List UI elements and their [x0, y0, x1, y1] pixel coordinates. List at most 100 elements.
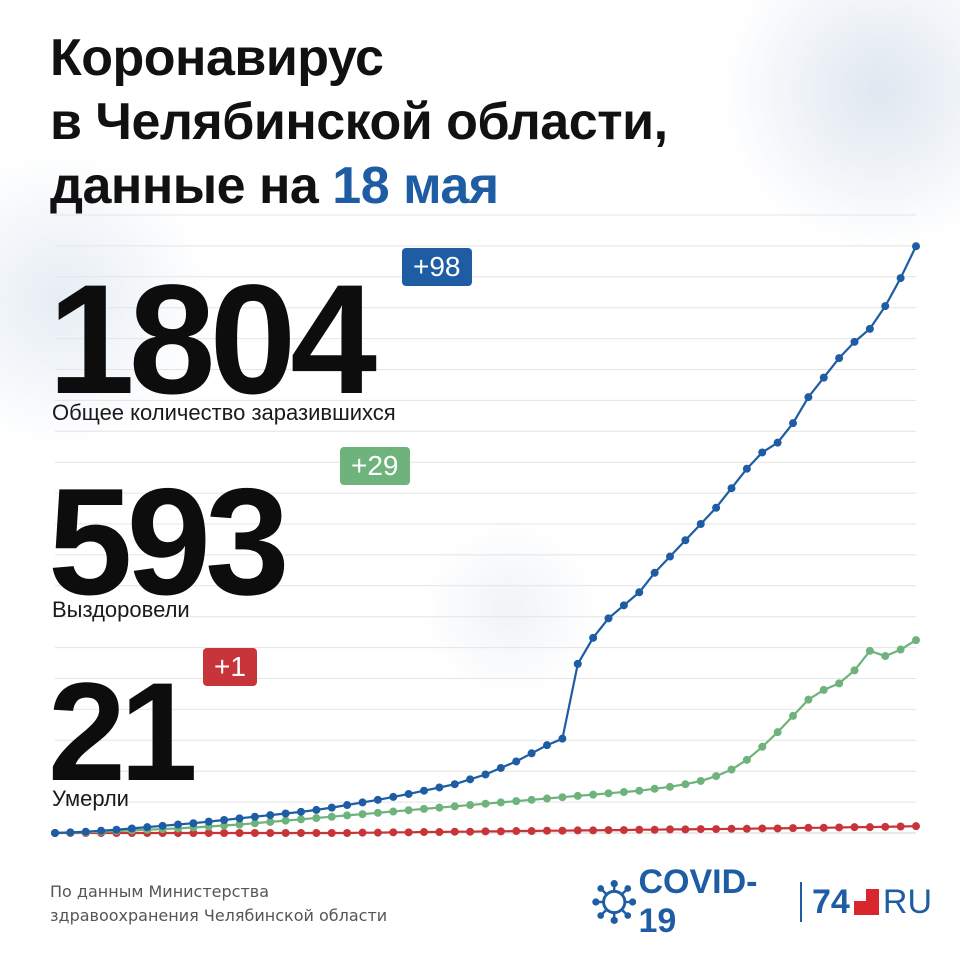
- data-point-recovered: [496, 798, 505, 807]
- logo-square-icon: [853, 889, 879, 915]
- logo-divider: [800, 882, 802, 922]
- data-point-total: [773, 438, 782, 447]
- data-point-total: [819, 373, 828, 382]
- data-point-recovered: [865, 646, 874, 655]
- source-line-2: здравоохранения Челябинской области: [50, 906, 388, 925]
- data-point-total: [865, 324, 874, 333]
- data-point-deaths: [804, 823, 813, 832]
- data-point-total: [343, 801, 352, 810]
- data-point-deaths: [773, 824, 782, 833]
- data-point-total: [896, 274, 905, 283]
- data-point-deaths: [235, 829, 244, 837]
- title-date-prefix: данные на: [50, 157, 333, 215]
- data-point-deaths: [450, 827, 459, 836]
- data-point-recovered: [650, 784, 659, 793]
- data-point-deaths: [558, 826, 567, 835]
- data-point-total: [527, 749, 536, 758]
- data-point-deaths: [496, 827, 505, 836]
- data-point-recovered: [896, 645, 905, 654]
- deaths-value: 21: [48, 653, 198, 810]
- data-point-deaths: [481, 827, 490, 836]
- data-point-recovered: [343, 811, 352, 820]
- data-point-total: [143, 823, 152, 832]
- brand-logo: COVID-19 74 RU: [592, 863, 932, 940]
- data-point-recovered: [666, 782, 674, 791]
- data-point-deaths: [881, 822, 890, 831]
- data-point-recovered: [220, 821, 229, 830]
- data-point-total: [789, 419, 797, 428]
- data-point-total: [358, 798, 367, 807]
- data-point-deaths: [543, 826, 551, 835]
- data-point-recovered: [435, 803, 444, 812]
- data-point-deaths: [404, 828, 413, 837]
- data-point-recovered: [281, 816, 290, 825]
- virus-icon: [592, 880, 637, 924]
- data-point-deaths: [912, 822, 920, 831]
- data-point-deaths: [250, 829, 259, 837]
- deaths-label: Умерли: [52, 786, 129, 811]
- data-point-total: [635, 588, 644, 597]
- data-point-total: [666, 552, 674, 561]
- data-point-total: [804, 393, 813, 402]
- data-point-recovered: [881, 652, 890, 661]
- data-point-deaths: [896, 822, 905, 831]
- data-point-deaths: [435, 828, 444, 837]
- data-point-deaths: [742, 824, 751, 833]
- data-point-deaths: [420, 828, 428, 837]
- data-point-deaths: [604, 826, 613, 835]
- data-point-total: [204, 817, 213, 826]
- data-point-deaths: [297, 829, 305, 837]
- data-point-recovered: [235, 820, 244, 829]
- data-point-recovered: [635, 786, 644, 795]
- total-cases-value: 1804: [48, 253, 377, 427]
- data-point-deaths: [527, 827, 536, 836]
- data-point-total: [619, 601, 628, 610]
- recovered-delta-badge: +29: [340, 447, 410, 485]
- data-point-total: [174, 820, 182, 829]
- data-point-total: [466, 775, 475, 784]
- data-point-deaths: [466, 827, 475, 836]
- data-point-deaths: [758, 824, 767, 833]
- data-point-recovered: [404, 806, 413, 815]
- page-title: Коронавирус в Челябинской области, данны…: [50, 26, 668, 218]
- data-point-recovered: [297, 815, 305, 824]
- data-point-deaths: [865, 823, 874, 832]
- data-point-deaths: [373, 828, 382, 837]
- data-point-total: [881, 302, 890, 311]
- data-point-deaths: [312, 829, 321, 837]
- data-point-total: [220, 815, 229, 824]
- total-cases-label: Общее количество заразившихся: [52, 400, 396, 425]
- data-point-recovered: [389, 807, 398, 816]
- recovered-value: 593: [48, 457, 290, 627]
- data-point-deaths: [358, 828, 367, 837]
- data-point-total: [650, 568, 659, 577]
- data-point-recovered: [573, 791, 582, 800]
- data-point-total: [912, 242, 920, 251]
- data-point-deaths: [681, 825, 690, 834]
- data-point-total: [435, 783, 444, 792]
- data-point-recovered: [589, 790, 598, 799]
- data-point-recovered: [604, 789, 613, 798]
- data-point-recovered: [558, 793, 567, 802]
- data-point-total: [389, 792, 398, 801]
- data-point-recovered: [681, 780, 690, 789]
- data-point-total: [66, 828, 75, 837]
- data-point-deaths: [789, 824, 797, 833]
- data-point-total: [235, 814, 244, 823]
- title-line-1: Коронавирус: [50, 29, 384, 87]
- data-point-recovered: [481, 799, 490, 808]
- data-point-total: [373, 795, 382, 804]
- data-point-deaths: [189, 829, 198, 837]
- data-point-deaths: [850, 823, 859, 832]
- data-point-recovered: [619, 788, 628, 797]
- data-point-deaths: [204, 829, 213, 837]
- logo-covid-text: COVID-19: [638, 863, 758, 940]
- data-point-recovered: [912, 636, 920, 645]
- data-point-deaths: [712, 825, 721, 834]
- data-point-recovered: [420, 804, 428, 813]
- data-point-total: [696, 520, 705, 528]
- data-point-total: [404, 789, 413, 798]
- logo-ru-text: RU: [882, 882, 932, 921]
- data-point-total: [127, 824, 136, 833]
